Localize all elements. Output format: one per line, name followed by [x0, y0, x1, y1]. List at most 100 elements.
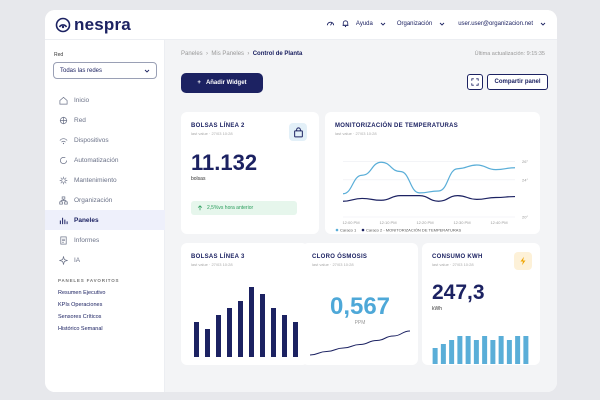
cloro-chart — [309, 330, 411, 356]
x-tick-label: 12:40 PM — [490, 220, 507, 225]
sidebar-item-dispositivos[interactable]: Dispositivos — [45, 130, 165, 150]
cloro-trend-line — [309, 330, 411, 356]
bar — [249, 287, 254, 357]
favorite-item[interactable]: Resumen Ejecutivo — [58, 290, 106, 296]
widget-subtitle: last value · 27/03 10:28 — [191, 262, 233, 267]
sidebar-item-label: Automatización — [74, 156, 119, 164]
arrow-up-icon — [197, 205, 203, 211]
plus-icon: + — [197, 80, 201, 86]
widget-title: CONSUMO KWH — [432, 254, 483, 260]
x-tick-label: 12:30 PM — [453, 220, 470, 225]
bar — [465, 336, 471, 364]
widget-subtitle: last value · 27/03 10:28 — [191, 131, 233, 136]
favorite-item[interactable]: KPIs Operaciones — [58, 302, 103, 308]
legend-label: Caraco 1 — [340, 228, 357, 233]
bar — [238, 301, 243, 357]
widget-subtitle: last value · 27/03 10:28 — [312, 262, 354, 267]
widget-bolsas-linea-2[interactable]: BOLSAS LÍNEA 2 last value · 27/03 10:28 … — [181, 112, 319, 234]
sidebar-item-label: IA — [74, 256, 81, 264]
bell-icon[interactable] — [341, 19, 350, 28]
bar — [457, 336, 463, 364]
sparkle-icon — [59, 255, 68, 265]
bolsas-3-chart — [194, 287, 298, 357]
widget-temperaturas[interactable]: MONITORIZACIÓN DE TEMPERATURAS last valu… — [325, 112, 540, 234]
lightning-icon — [520, 256, 526, 266]
chevron-down-icon[interactable] — [438, 20, 446, 28]
widget-subtitle: last value · 27/03 10:28 — [335, 131, 377, 136]
widget-cloro-osmosis[interactable]: CLORO ÓSMOSIS last value · 27/03 10:28 0… — [302, 243, 418, 365]
chevron-down-icon[interactable] — [539, 20, 547, 28]
gauge-icon[interactable] — [326, 19, 335, 28]
consumo-unit: kWh — [432, 306, 442, 312]
consumo-chart — [432, 336, 529, 364]
fullscreen-icon — [471, 78, 479, 86]
fullscreen-button[interactable] — [467, 74, 483, 90]
sidebar-item-paneles[interactable]: Paneles — [45, 210, 165, 230]
org-icon — [59, 196, 68, 204]
bar-chart-icon — [59, 217, 68, 224]
bar — [498, 336, 504, 364]
widget-subtitle: last value · 27/03 10:28 — [432, 262, 474, 267]
favorites-title: PANELES FAVORITOS — [58, 278, 120, 283]
widget-title: CLORO ÓSMOSIS — [312, 254, 368, 260]
sidebar-item-label: Red — [74, 116, 86, 124]
logo[interactable]: nespra — [55, 15, 131, 35]
sidebar-item-red[interactable]: Red — [45, 110, 165, 130]
widget-consumo-kwh[interactable]: CONSUMO KWH last value · 27/03 10:28 247… — [422, 243, 540, 365]
bar — [432, 348, 438, 364]
sidebar-nav: Inicio Red Dispositivos Automatización M… — [45, 90, 165, 270]
bar — [271, 308, 276, 357]
gear-icon — [59, 176, 68, 184]
bar — [293, 322, 298, 357]
network-select[interactable]: Todas las redes — [53, 62, 157, 79]
legend-marker — [361, 228, 365, 232]
bag-icon — [293, 126, 303, 137]
sidebar-item-label: Informes — [74, 236, 100, 244]
bolsas-2-value: 11.132 — [191, 150, 258, 175]
chevron-down-icon[interactable] — [379, 20, 387, 28]
consumo-value: 247,3 — [432, 281, 485, 304]
favorite-item[interactable]: Sensores Críticos — [58, 314, 102, 320]
home-icon — [59, 96, 68, 104]
help-menu[interactable]: Ayuda — [355, 20, 373, 27]
share-panel-button[interactable]: Compartir panel — [487, 74, 548, 90]
sidebar-item-ia[interactable]: IA — [45, 250, 165, 270]
sidebar-item-organizacion[interactable]: Organización — [45, 190, 165, 210]
widget-bolsas-linea-3[interactable]: BOLSAS LÍNEA 3 last value · 27/03 10:28 — [181, 243, 308, 365]
org-menu[interactable]: Organización — [396, 20, 433, 27]
delta-text: 2,5%vs hora anterior — [207, 205, 254, 211]
sidebar-item-inicio[interactable]: Inicio — [45, 90, 165, 110]
lightning-icon-box — [514, 252, 532, 270]
breadcrumb-mis-paneles[interactable]: Mis Paneles — [211, 51, 245, 57]
bar — [282, 315, 287, 357]
sidebar-item-label: Paneles — [74, 216, 99, 224]
sidebar-item-informes[interactable]: Informes — [45, 230, 165, 250]
bar — [523, 336, 529, 364]
network-select-value: Todas las redes — [60, 68, 103, 74]
top-bar: nespra Ayuda Organización user.user@orga… — [45, 10, 557, 40]
widget-title: BOLSAS LÍNEA 3 — [191, 254, 245, 260]
breadcrumb-paneles[interactable]: Paneles — [181, 51, 203, 57]
network-icon — [59, 116, 68, 124]
sidebar-item-label: Inicio — [74, 96, 90, 104]
breadcrumb: Paneles › Mis Paneles › Control de Plant… — [181, 51, 303, 57]
bar — [227, 308, 232, 357]
sidebar-item-mantenimiento[interactable]: Mantenimiento — [45, 170, 165, 190]
x-tick-label: 12:00 PM — [342, 220, 359, 225]
sidebar-item-automatizacion[interactable]: Automatización — [45, 150, 165, 170]
cloro-unit: PPM — [354, 320, 366, 326]
delta-badge: 2,5%vs hora anterior — [191, 201, 297, 215]
add-widget-button[interactable]: + Añadir Widget — [181, 73, 263, 93]
user-menu[interactable]: user.user@organizacion.net — [458, 20, 533, 27]
sidebar-item-label: Mantenimiento — [74, 176, 117, 184]
cloro-value: 0,567 — [329, 293, 391, 320]
temperature-chart: 26° 24° 20° 12:00 PM 12:10 PM 12:20 PM 12:30 P… — [335, 159, 528, 233]
series-line-2 — [342, 195, 516, 202]
sidebar: Red Todas las redes Inicio Red Dispositi… — [45, 40, 165, 392]
y-tick-label: 24° — [522, 177, 528, 182]
widget-title: MONITORIZACIÓN DE TEMPERATURAS — [335, 123, 459, 129]
sidebar-item-label: Organización — [74, 196, 113, 204]
x-tick-label: 12:20 PM — [416, 220, 433, 225]
breadcrumb-current: Control de Planta — [252, 51, 303, 57]
favorite-item[interactable]: Histórico Semanal — [58, 326, 103, 332]
